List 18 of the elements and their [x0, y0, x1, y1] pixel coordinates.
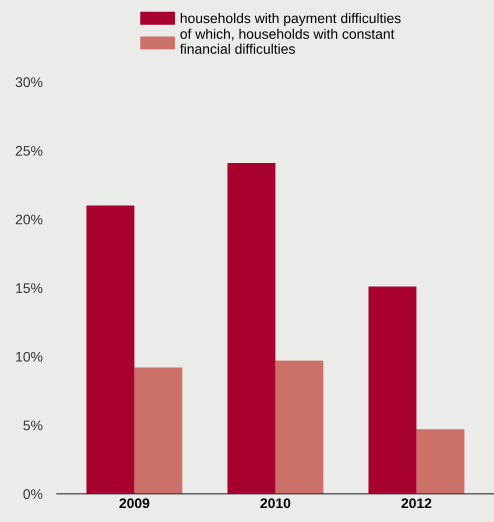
y-tick-label: 0% [23, 489, 42, 499]
y-tick-label: 10% [16, 352, 42, 362]
bar [86, 206, 134, 494]
y-tick-label: 30% [16, 77, 42, 88]
bar [275, 360, 324, 494]
bar [227, 162, 276, 494]
y-tick-label: 25% [16, 146, 42, 156]
y-tick-label: 20% [16, 214, 42, 224]
bar [368, 286, 416, 494]
bar [134, 368, 182, 494]
legend-label: households with payment difficulties [180, 12, 401, 26]
x-tick-label: 2009 [119, 498, 150, 508]
y-tick-label: 5% [23, 420, 42, 430]
bar [416, 429, 464, 494]
x-tick-label: 2010 [260, 498, 290, 508]
x-tick-label: 2012 [401, 498, 432, 508]
legend-label: of which, households with constant financial difficulties [180, 28, 394, 54]
y-tick-label: 15% [16, 283, 42, 294]
